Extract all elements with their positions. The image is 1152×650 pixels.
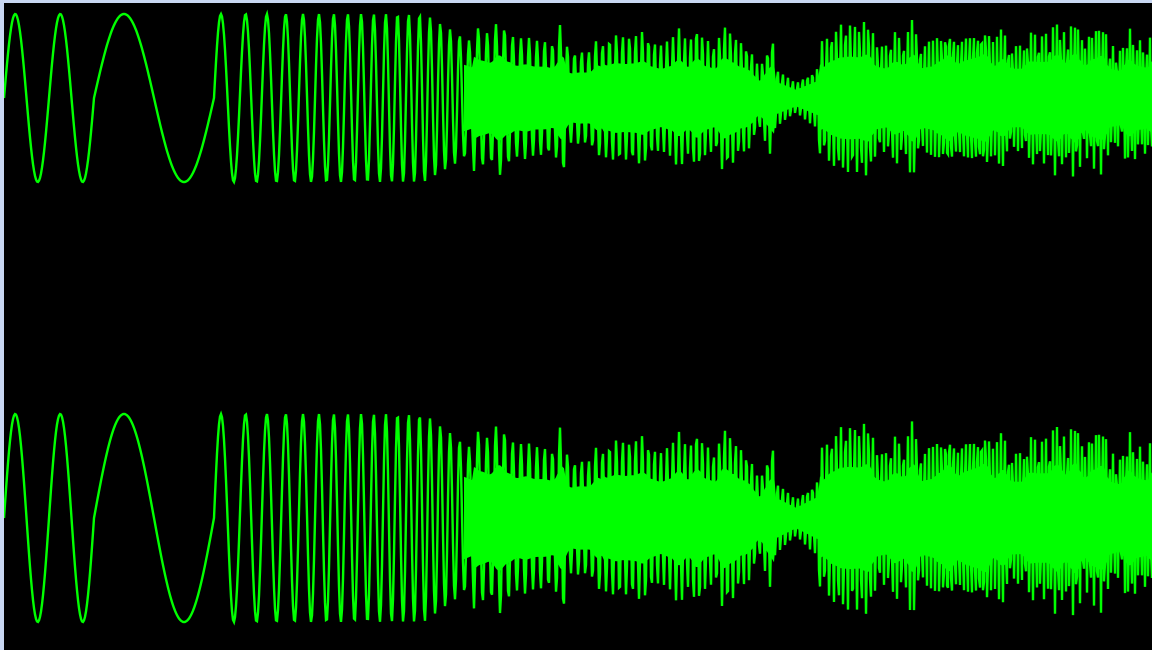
waveform-channel-2: [4, 410, 1152, 626]
waveform-canvas: [4, 3, 1152, 650]
waveform-trace: [4, 9, 1152, 185]
waveform-channel-1: [4, 9, 1152, 185]
waveform-trace: [4, 410, 1152, 626]
